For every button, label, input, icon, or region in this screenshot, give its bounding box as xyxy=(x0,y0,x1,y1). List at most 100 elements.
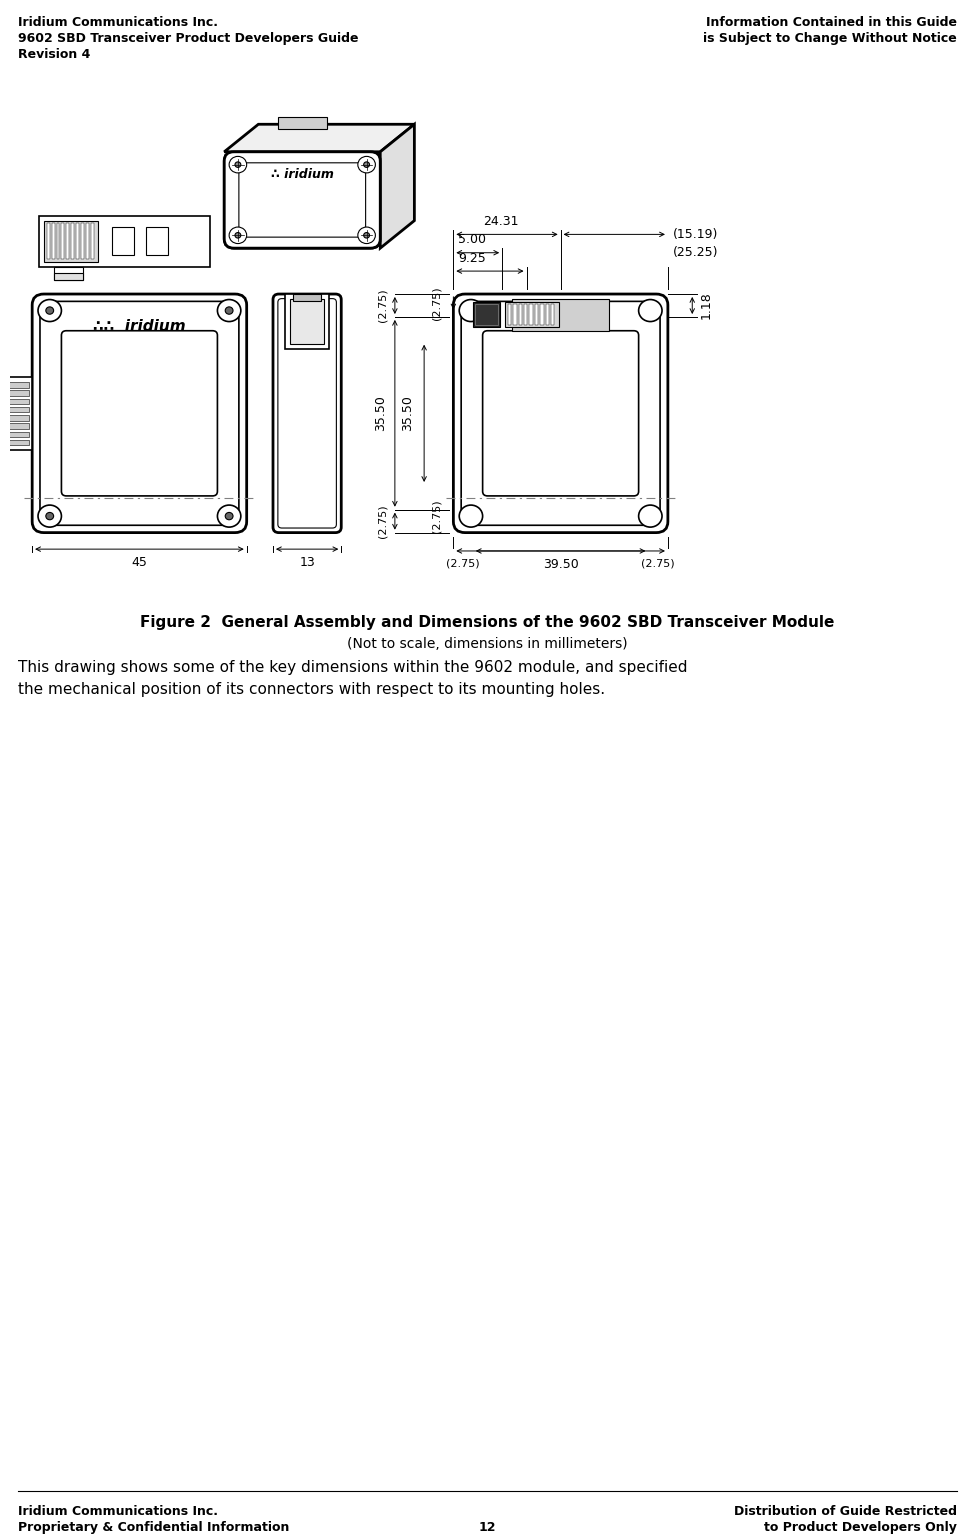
FancyBboxPatch shape xyxy=(224,152,380,248)
Text: Iridium Communications Inc.: Iridium Communications Inc. xyxy=(18,1506,218,1518)
Text: (2.75): (2.75) xyxy=(642,558,675,569)
Text: Figure 2  General Assembly and Dimensions of the 9602 SBD Transceiver Module: Figure 2 General Assembly and Dimensions… xyxy=(139,615,835,631)
Circle shape xyxy=(459,300,483,321)
Polygon shape xyxy=(278,117,327,129)
Circle shape xyxy=(229,228,247,243)
Circle shape xyxy=(235,232,241,238)
Bar xyxy=(512,298,609,331)
Circle shape xyxy=(235,161,241,168)
Text: is Subject to Change Without Notice: is Subject to Change Without Notice xyxy=(703,32,957,45)
Circle shape xyxy=(459,504,483,528)
Text: 12: 12 xyxy=(479,1521,495,1533)
Text: This drawing shows some of the key dimensions within the 9602 module, and specif: This drawing shows some of the key dimen… xyxy=(18,660,687,675)
Text: 39.50: 39.50 xyxy=(543,558,578,571)
Text: Distribution of Guide Restricted: Distribution of Guide Restricted xyxy=(734,1506,957,1518)
Bar xyxy=(529,305,533,325)
Bar xyxy=(285,294,329,349)
Bar xyxy=(61,223,64,260)
Text: (2.75): (2.75) xyxy=(432,500,442,532)
Text: 45: 45 xyxy=(132,555,147,569)
Bar xyxy=(540,305,544,325)
FancyBboxPatch shape xyxy=(483,331,639,495)
Text: (2.75): (2.75) xyxy=(377,288,387,321)
Bar xyxy=(66,223,69,260)
Circle shape xyxy=(46,308,54,314)
Bar xyxy=(6,408,29,412)
Bar xyxy=(292,294,321,301)
Text: (2.75): (2.75) xyxy=(432,286,442,320)
FancyBboxPatch shape xyxy=(32,294,247,532)
Bar xyxy=(505,303,559,328)
Bar xyxy=(514,305,517,325)
Circle shape xyxy=(364,161,370,168)
Polygon shape xyxy=(224,125,414,152)
Text: 9602 SBD Transceiver Product Developers Guide: 9602 SBD Transceiver Product Developers … xyxy=(18,32,359,45)
Polygon shape xyxy=(380,125,414,248)
Bar xyxy=(44,220,98,261)
Text: Iridium Communications Inc.: Iridium Communications Inc. xyxy=(18,15,218,29)
Bar xyxy=(86,223,89,260)
Text: 5.00: 5.00 xyxy=(458,234,487,246)
Circle shape xyxy=(358,228,375,243)
FancyBboxPatch shape xyxy=(224,152,380,248)
Text: ∴ iridium: ∴ iridium xyxy=(271,168,333,181)
Text: to Product Developers Only: to Product Developers Only xyxy=(764,1521,957,1533)
Bar xyxy=(76,223,79,260)
FancyBboxPatch shape xyxy=(453,294,668,532)
Text: 9.25: 9.25 xyxy=(458,252,486,265)
Bar xyxy=(54,266,83,280)
Circle shape xyxy=(46,512,54,520)
FancyBboxPatch shape xyxy=(278,298,336,528)
Text: (25.25): (25.25) xyxy=(673,246,719,260)
Bar xyxy=(6,432,29,437)
FancyBboxPatch shape xyxy=(461,301,660,526)
Circle shape xyxy=(225,512,233,520)
Text: 13: 13 xyxy=(299,555,315,569)
Bar xyxy=(112,228,134,255)
Text: 35.50: 35.50 xyxy=(402,395,414,431)
Bar xyxy=(546,305,549,325)
Bar xyxy=(519,305,523,325)
Bar xyxy=(6,423,29,429)
FancyBboxPatch shape xyxy=(239,163,366,237)
Bar xyxy=(47,223,50,260)
Text: the mechanical position of its connectors with respect to its mounting holes.: the mechanical position of its connector… xyxy=(18,681,605,697)
Circle shape xyxy=(639,504,662,528)
Bar xyxy=(6,381,29,388)
Text: Information Contained in this Guide: Information Contained in this Guide xyxy=(706,15,957,29)
Bar xyxy=(6,391,29,395)
Circle shape xyxy=(38,300,61,321)
FancyBboxPatch shape xyxy=(273,294,341,532)
Bar xyxy=(3,377,32,451)
Text: (Not to scale, dimensions in millimeters): (Not to scale, dimensions in millimeters… xyxy=(347,637,627,651)
Bar xyxy=(534,305,538,325)
Bar xyxy=(525,305,527,325)
Text: (15.19): (15.19) xyxy=(673,228,719,241)
Bar xyxy=(6,415,29,421)
Text: 24.31: 24.31 xyxy=(483,215,518,228)
Text: (2.75): (2.75) xyxy=(377,504,387,538)
Bar xyxy=(473,303,500,328)
Circle shape xyxy=(364,232,370,238)
Circle shape xyxy=(358,157,375,172)
Bar xyxy=(475,305,498,325)
Bar xyxy=(57,223,59,260)
Circle shape xyxy=(229,157,247,172)
Text: (2.75): (2.75) xyxy=(447,558,480,569)
Bar xyxy=(551,305,554,325)
Bar xyxy=(81,223,84,260)
Bar xyxy=(71,223,74,260)
Bar xyxy=(6,398,29,404)
Circle shape xyxy=(639,300,662,321)
Bar xyxy=(6,440,29,446)
Text: Revision 4: Revision 4 xyxy=(18,48,91,62)
Circle shape xyxy=(225,308,233,314)
Bar xyxy=(52,223,55,260)
Text: Proprietary & Confidential Information: Proprietary & Confidential Information xyxy=(18,1521,290,1533)
Bar xyxy=(146,228,168,255)
Text: 35.50: 35.50 xyxy=(374,395,387,431)
Bar xyxy=(508,305,512,325)
FancyBboxPatch shape xyxy=(40,301,239,526)
Bar xyxy=(290,298,324,345)
Bar xyxy=(54,272,83,280)
